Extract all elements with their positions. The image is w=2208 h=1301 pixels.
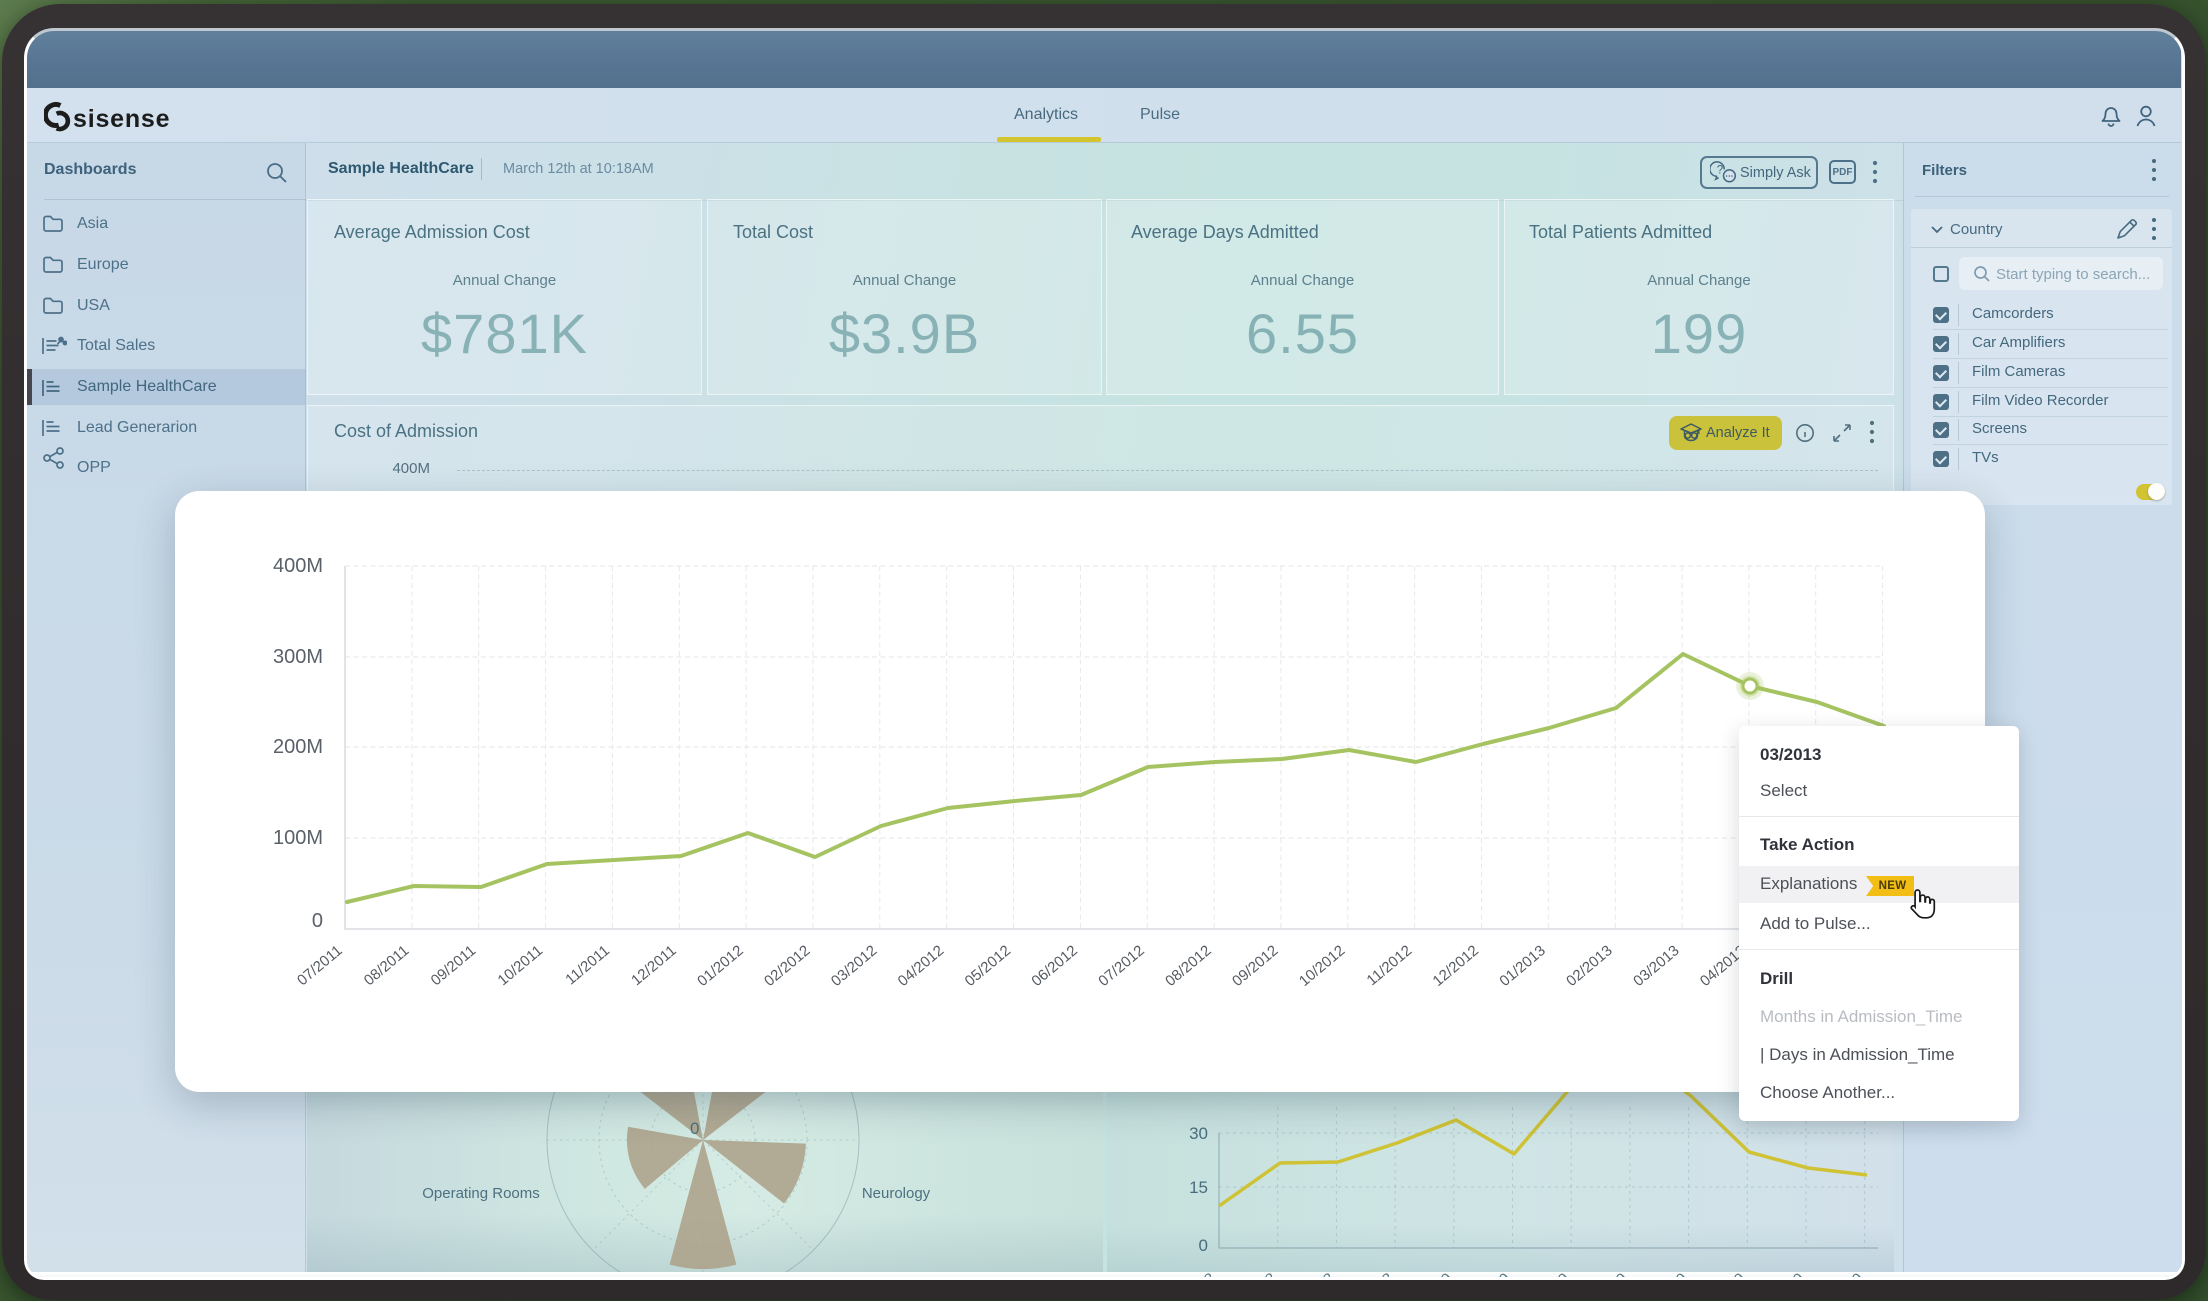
svg-text:01/2013: 01/2013 bbox=[1496, 942, 1548, 990]
svg-text:01/2012: 01/2012 bbox=[694, 942, 746, 990]
svg-text:9: 9 bbox=[1613, 1270, 1631, 1280]
svg-text:300M: 300M bbox=[273, 646, 323, 668]
svg-text:9: 9 bbox=[1790, 1270, 1808, 1280]
svg-text:8: 8 bbox=[1379, 1270, 1397, 1280]
svg-text:400M: 400M bbox=[273, 555, 323, 577]
svg-text:02/2012: 02/2012 bbox=[761, 942, 813, 990]
svg-text:8: 8 bbox=[1320, 1270, 1338, 1280]
svg-text:08/2012: 08/2012 bbox=[1162, 942, 1214, 990]
svg-text:11/2012: 11/2012 bbox=[1364, 942, 1416, 989]
svg-text:08/2011: 08/2011 bbox=[361, 942, 413, 989]
svg-text:05/2012: 05/2012 bbox=[962, 942, 1014, 990]
svg-text:100M: 100M bbox=[273, 827, 323, 849]
svg-text:09/2011: 09/2011 bbox=[428, 942, 480, 989]
svg-text:0: 0 bbox=[1199, 1236, 1208, 1255]
svg-text:06/2012: 06/2012 bbox=[1028, 942, 1080, 990]
svg-text:12/2012: 12/2012 bbox=[1429, 942, 1481, 990]
svg-text:8: 8 bbox=[1262, 1270, 1280, 1280]
svg-text:09/2012: 09/2012 bbox=[1229, 942, 1281, 990]
svg-text:9: 9 bbox=[1731, 1270, 1749, 1280]
svg-text:9: 9 bbox=[1555, 1270, 1573, 1280]
svg-text:0: 0 bbox=[312, 910, 323, 932]
svg-text:9: 9 bbox=[1849, 1270, 1867, 1280]
svg-text:0: 0 bbox=[690, 1119, 699, 1138]
svg-text:15: 15 bbox=[1189, 1178, 1208, 1197]
svg-text:02/2013: 02/2013 bbox=[1563, 942, 1615, 990]
svg-text:07/2012: 07/2012 bbox=[1095, 942, 1147, 990]
svg-text:30: 30 bbox=[1189, 1124, 1208, 1143]
svg-text:sisense: sisense bbox=[73, 105, 170, 133]
svg-text:9: 9 bbox=[1673, 1270, 1691, 1280]
svg-text:9: 9 bbox=[1438, 1270, 1456, 1280]
svg-text:10/2011: 10/2011 bbox=[494, 942, 546, 989]
svg-text:200M: 200M bbox=[273, 736, 323, 758]
svg-text:8: 8 bbox=[1201, 1270, 1219, 1280]
svg-text:9: 9 bbox=[1496, 1270, 1514, 1280]
svg-text:11/2011: 11/2011 bbox=[562, 942, 613, 988]
svg-text:04/2012: 04/2012 bbox=[895, 942, 947, 990]
svg-text:07/2011: 07/2011 bbox=[294, 942, 346, 989]
svg-text:10/2012: 10/2012 bbox=[1296, 942, 1348, 990]
svg-text:12/2011: 12/2011 bbox=[628, 942, 680, 989]
svg-text:?: ? bbox=[1717, 165, 1723, 177]
svg-text:03/2013: 03/2013 bbox=[1630, 942, 1682, 990]
svg-text:03/2012: 03/2012 bbox=[828, 942, 880, 990]
